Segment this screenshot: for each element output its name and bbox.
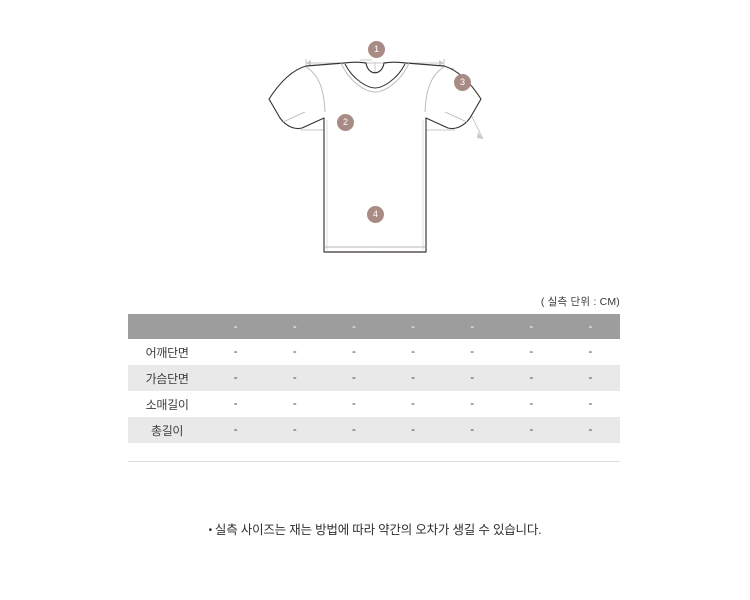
sleeve-hem-lines [282, 111, 468, 123]
header-cell-size-7: - [588, 320, 593, 333]
header-cell-size-1: - [233, 320, 238, 333]
cell: - [233, 398, 238, 410]
cell: - [529, 372, 534, 384]
cell: - [352, 346, 356, 358]
shoulder-seams [305, 66, 445, 113]
cell: - [352, 372, 356, 384]
cell: - [292, 346, 297, 358]
measure-badge-shoulder: 1 [368, 41, 385, 58]
row-label-sleeve: 소매길이 [145, 397, 189, 412]
tshirt-outline [268, 61, 482, 253]
header-cell-size-3: - [352, 320, 356, 333]
table-row: 총길이 - - - - - - - [128, 417, 620, 443]
table-row: 어깨단면 - - - - - - - [128, 339, 620, 365]
cell: - [470, 372, 475, 384]
cell: - [588, 398, 593, 410]
measure-badge-length: 4 [367, 206, 384, 223]
cell: - [411, 398, 415, 410]
cell: - [292, 372, 297, 384]
cell: - [233, 424, 238, 436]
cell: - [411, 372, 415, 384]
collar-inner-line [340, 62, 410, 93]
row-label-total-length: 총길이 [150, 423, 184, 438]
cell: - [588, 346, 593, 358]
header-cell-size-4: - [411, 320, 415, 333]
cell: - [529, 424, 534, 436]
cell: - [470, 398, 475, 410]
cell: - [411, 346, 415, 358]
table-row: 소매길이 - - - - - - - [128, 391, 620, 417]
size-table: - - - - - - - 어깨단면 - - - - - - - 가슴단면 [128, 314, 620, 443]
table-row: 가슴단면 - - - - - - - [128, 365, 620, 391]
cell: - [352, 398, 356, 410]
table-header-row: - - - - - - - [128, 314, 620, 339]
footnote-text: 실측 사이즈는 재는 방법에 따라 약간의 오차가 생길 수 있습니다. [214, 523, 542, 537]
side-seams [326, 120, 424, 250]
cell: - [233, 372, 238, 384]
collar-line [344, 63, 406, 89]
bullet-icon: • [208, 525, 213, 537]
section-divider [128, 461, 620, 462]
unit-note: ( 실측 단위 : CM) [540, 296, 620, 308]
cell: - [292, 398, 297, 410]
cell: - [588, 372, 593, 384]
cell: - [529, 346, 534, 358]
header-cell-label [128, 314, 206, 339]
tshirt-illustration: 1 2 3 4 [0, 0, 750, 280]
cell: - [588, 424, 593, 436]
cell: - [529, 398, 534, 410]
measure-badge-sleeve: 3 [454, 74, 471, 91]
header-cell-size-5: - [470, 320, 475, 333]
cell: - [292, 424, 297, 436]
header-cell-size-6: - [529, 320, 534, 333]
cell: - [411, 424, 415, 436]
row-label-shoulder: 어깨단면 [145, 345, 189, 360]
cell: - [233, 346, 238, 358]
footnote: • 실측 사이즈는 재는 방법에 따라 약간의 오차가 생길 수 있습니다. [0, 519, 750, 538]
cell: - [470, 424, 475, 436]
cell: - [352, 424, 356, 436]
measure-badge-chest: 2 [337, 114, 354, 131]
row-label-chest: 가슴단면 [145, 371, 189, 386]
cell: - [470, 346, 475, 358]
header-cell-size-2: - [292, 320, 297, 333]
